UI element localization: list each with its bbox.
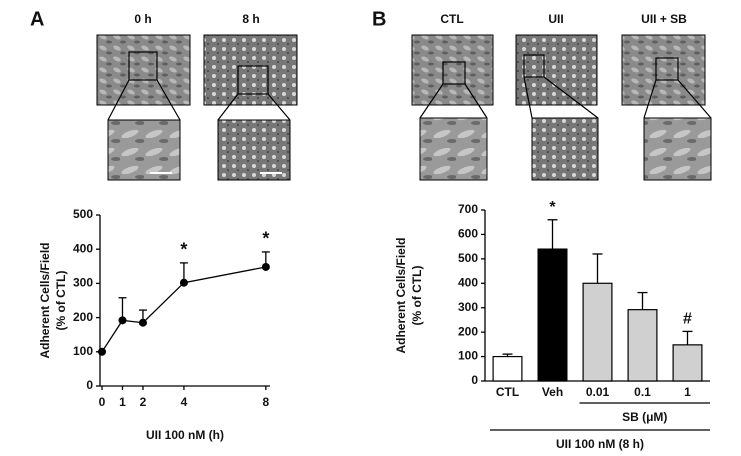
- micrograph: [411, 34, 494, 106]
- y-tick-label: 0: [86, 378, 93, 392]
- micrographs: [411, 34, 712, 181]
- zoom-box: [655, 57, 679, 81]
- group-label: UII 100 nM (8 h): [556, 437, 644, 451]
- y-tick-label: 600: [458, 227, 478, 241]
- x-tick-label: 0.01: [586, 385, 610, 399]
- data-point: [138, 318, 147, 327]
- data-point: [261, 262, 270, 271]
- bar: [492, 355, 523, 382]
- image-label: UII: [548, 12, 563, 26]
- zoom-box: [523, 54, 545, 78]
- zoom-box: [237, 65, 269, 95]
- annotation: *: [549, 199, 556, 216]
- bar: [582, 282, 613, 382]
- bar: [537, 248, 568, 382]
- x-tick-label: Veh: [542, 385, 563, 399]
- x-axis-label: UII 100 nM (h): [146, 428, 224, 442]
- y-tick-label: 200: [73, 310, 93, 324]
- zoom-line: [217, 93, 291, 121]
- y-tick-label: 100: [458, 349, 478, 363]
- y-tick-label: 300: [458, 300, 478, 314]
- micrograph-inset: [419, 117, 488, 181]
- y-tick-label: 300: [73, 276, 93, 290]
- micrographs: [96, 34, 298, 181]
- zoom-box: [442, 61, 466, 85]
- micrograph-inset: [531, 117, 599, 181]
- x-tick-label: 4: [181, 395, 188, 409]
- image-label: 8 h: [242, 12, 259, 26]
- annotation: *: [180, 240, 187, 260]
- y-tick-label: 700: [458, 202, 478, 216]
- micrograph: [515, 34, 598, 106]
- image-label: CTL: [440, 12, 463, 26]
- micrograph: [203, 34, 298, 106]
- zoom-box: [128, 51, 158, 81]
- annotation: *: [262, 229, 269, 249]
- image-label: UII + SB: [641, 12, 687, 26]
- micrograph: [96, 34, 191, 106]
- panel-label: A: [30, 8, 44, 30]
- y-tick-label: 400: [458, 275, 478, 289]
- annotation: #: [683, 311, 692, 328]
- y-axis-label: Adherent Cells/Field: [394, 237, 408, 353]
- x-tick-label: 8: [263, 395, 270, 409]
- zoom-line: [643, 79, 712, 119]
- group-label: SB (μM): [622, 410, 667, 424]
- zoom-line: [107, 79, 181, 121]
- image-label: 0 h: [134, 12, 151, 26]
- micrograph-inset: [107, 119, 181, 181]
- x-tick-label: 1: [119, 395, 126, 409]
- bar: [627, 309, 658, 382]
- x-tick-label: 2: [140, 395, 147, 409]
- micrograph: [621, 34, 706, 106]
- x-tick-label: 0.1: [634, 385, 651, 399]
- micrograph-inset: [643, 117, 712, 181]
- x-tick-label: 1: [684, 385, 691, 399]
- data-point: [118, 316, 127, 325]
- y-tick-label: 100: [73, 344, 93, 358]
- micrograph-inset: [217, 119, 291, 181]
- y-tick-label: 400: [73, 241, 93, 255]
- y-tick-label: 0: [471, 373, 478, 387]
- x-tick-label: CTL: [496, 385, 519, 399]
- y-axis-label: (% of CTL): [54, 271, 68, 331]
- y-tick-label: 200: [458, 324, 478, 338]
- zoom-line: [523, 76, 599, 119]
- data-point: [179, 278, 188, 287]
- y-tick-label: 500: [73, 207, 93, 221]
- bar: [672, 344, 703, 382]
- y-tick-label: 500: [458, 251, 478, 265]
- x-tick-label: 0: [99, 395, 106, 409]
- data-point: [98, 347, 106, 356]
- y-axis-label: (% of CTL): [410, 266, 424, 326]
- panel-label: B: [372, 8, 386, 30]
- y-axis-label: Adherent Cells/Field: [38, 242, 52, 358]
- zoom-line: [419, 83, 488, 119]
